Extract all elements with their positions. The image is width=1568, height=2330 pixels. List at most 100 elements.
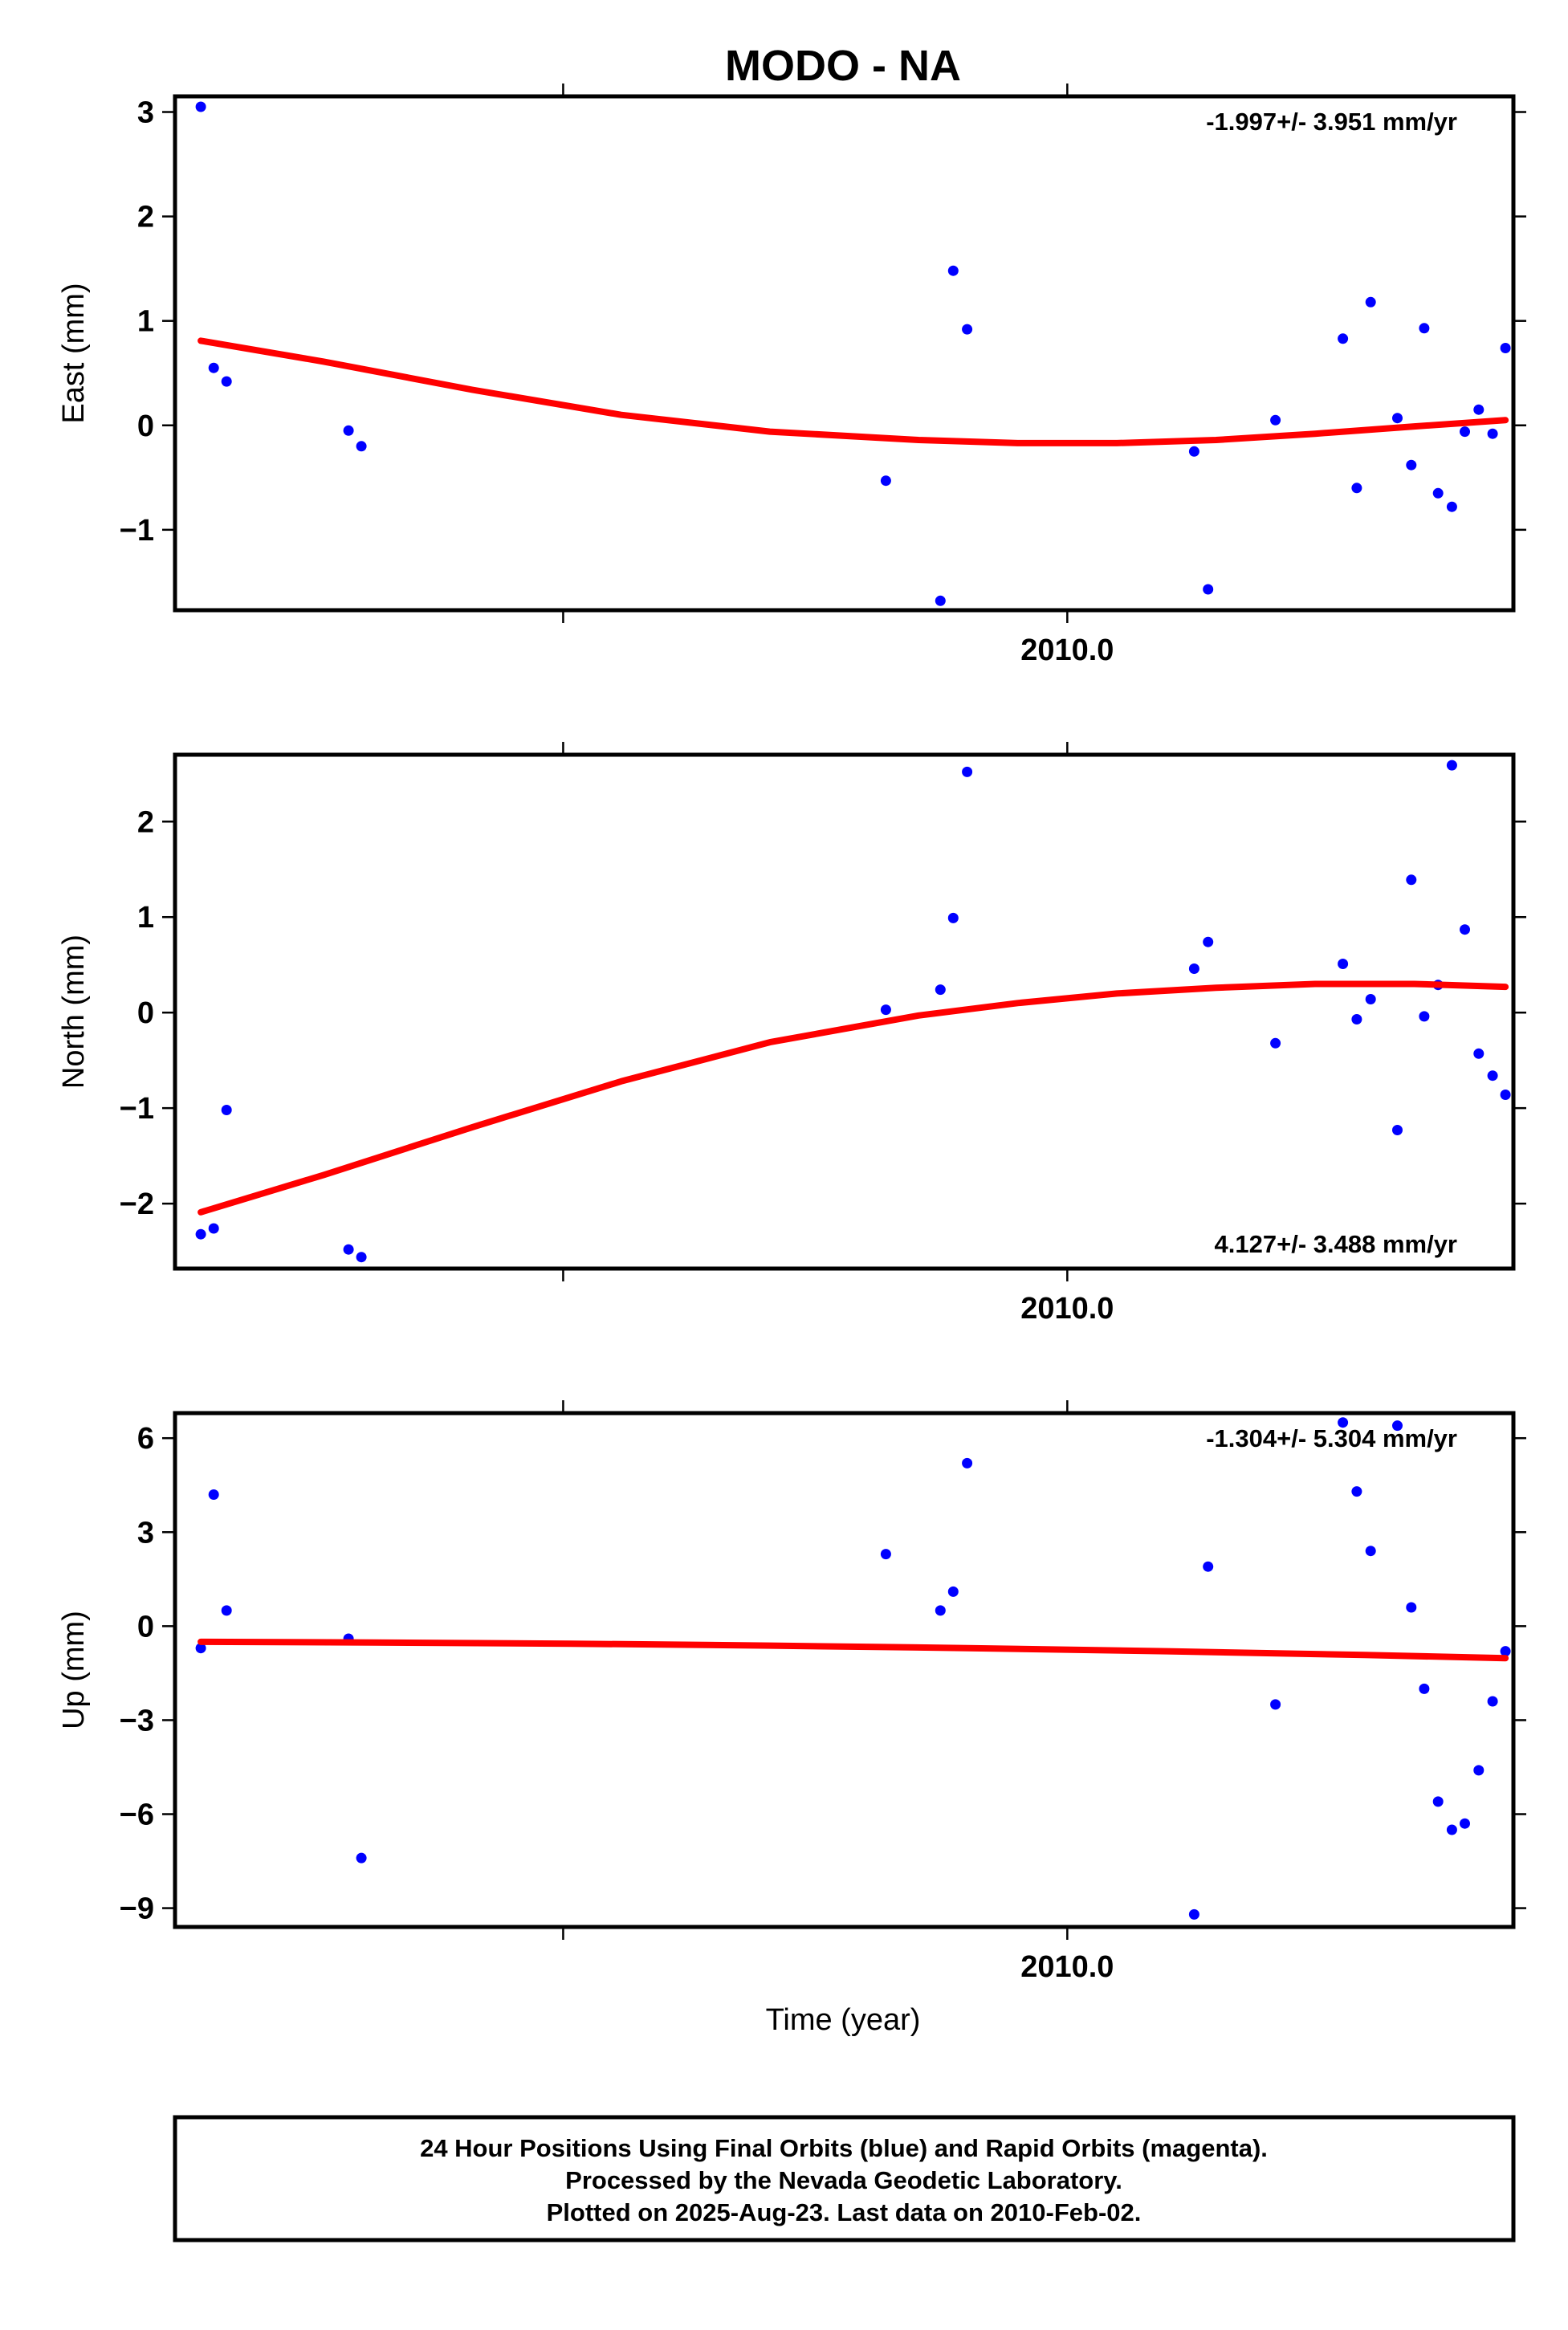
east-y-tick-label: −1	[120, 514, 154, 548]
north-y-tick-label: 0	[137, 996, 154, 1030]
up-data-point	[935, 1605, 946, 1616]
east-data-point	[1419, 323, 1430, 334]
up-y-tick-label: 0	[137, 1610, 154, 1644]
east-rate-label: -1.997+/- 3.951 mm/yr	[1206, 108, 1457, 136]
north-y-tick-label: 1	[137, 901, 154, 935]
up-rate-label: -1.304+/- 5.304 mm/yr	[1206, 1424, 1457, 1452]
north-y-axis-title: North (mm)	[57, 935, 91, 1089]
north-data-point	[1500, 1090, 1511, 1100]
north-data-point	[1392, 1125, 1403, 1135]
east-points	[195, 101, 1511, 606]
up-trend-line	[198, 1638, 1509, 1662]
east-data-point	[1338, 333, 1349, 344]
east-panel: 3 2 1 0 −1 2010.0 East (mm) -1.997+/- 3.951 mm/…	[57, 84, 1526, 667]
north-plot-frame	[173, 752, 1516, 1271]
east-data-point	[1446, 501, 1457, 512]
up-y-tick-label: −9	[120, 1892, 154, 1926]
up-y-tick-label: −3	[120, 1704, 154, 1737]
north-data-point	[1365, 994, 1376, 1004]
east-data-point	[1188, 446, 1199, 457]
north-data-point	[1270, 1037, 1281, 1049]
up-y-tick-label: −6	[120, 1798, 154, 1832]
north-data-point	[1203, 936, 1214, 947]
north-x-tick-label: 2010.0	[1020, 1292, 1114, 1326]
up-data-point	[1432, 1796, 1444, 1807]
north-data-point	[880, 1004, 891, 1016]
footer-line-2: Processed by the Nevada Geodetic Laborat…	[565, 2166, 1122, 2194]
east-trend-line	[198, 337, 1509, 446]
north-data-point	[1460, 924, 1470, 935]
east-data-point	[208, 362, 219, 373]
north-data-point	[195, 1228, 206, 1240]
north-data-point	[221, 1105, 232, 1115]
east-data-point	[1203, 584, 1214, 595]
north-y-tick-label: 2	[137, 805, 154, 839]
north-data-point	[1487, 1070, 1498, 1081]
north-data-point	[1419, 1011, 1430, 1022]
east-data-point	[1351, 483, 1362, 494]
up-points	[195, 1417, 1511, 1920]
up-data-point	[1500, 1646, 1511, 1657]
chart-title: MODO - NA	[725, 42, 961, 90]
north-panel: 2 1 0 −1 −2 2010.0 North (mm) 4.127+/- 3.488 mm…	[57, 742, 1526, 1326]
east-data-point	[1406, 459, 1417, 470]
up-data-point	[1473, 1765, 1485, 1776]
east-data-point	[195, 101, 206, 112]
north-data-point	[947, 912, 959, 923]
up-data-point	[1203, 1561, 1214, 1572]
up-y-axis-title: Up (mm)	[57, 1611, 91, 1729]
north-y-tick-label: −1	[120, 1092, 154, 1126]
up-data-point	[356, 1852, 367, 1864]
up-data-point	[1460, 1818, 1470, 1829]
up-data-point	[1487, 1696, 1498, 1707]
up-data-point	[947, 1586, 959, 1597]
east-data-point	[947, 265, 959, 276]
up-x-tick-label: 2010.0	[1020, 1950, 1114, 1984]
east-y-tick-label: 1	[137, 305, 154, 339]
north-data-point	[1473, 1048, 1485, 1059]
up-data-point	[1392, 1420, 1403, 1432]
east-data-point	[356, 441, 367, 452]
north-data-point	[356, 1252, 367, 1263]
up-data-point	[1419, 1683, 1430, 1694]
north-data-point	[343, 1244, 354, 1255]
up-data-point	[221, 1605, 232, 1616]
east-data-point	[1487, 428, 1498, 439]
east-data-point	[1392, 413, 1403, 424]
up-data-point	[1338, 1417, 1349, 1428]
up-data-point	[1365, 1546, 1376, 1557]
east-data-point	[221, 376, 232, 387]
up-data-point	[880, 1549, 891, 1560]
north-data-point	[1188, 963, 1199, 974]
up-y-tick-label: 3	[137, 1516, 154, 1550]
east-y-tick-label: 2	[137, 201, 154, 234]
up-data-point	[208, 1489, 219, 1500]
east-data-point	[962, 324, 973, 335]
east-data-point	[343, 425, 354, 436]
north-data-point	[962, 766, 973, 777]
east-data-point	[935, 595, 946, 606]
east-y-tick-label: 0	[137, 409, 154, 443]
north-data-point	[208, 1223, 219, 1234]
up-data-point	[1351, 1486, 1362, 1497]
east-data-point	[1432, 487, 1444, 499]
north-data-point	[1338, 959, 1349, 969]
east-y-axis-title: East (mm)	[57, 283, 91, 423]
east-data-point	[1460, 426, 1470, 438]
up-plot-frame	[173, 1411, 1516, 1929]
east-data-point	[880, 475, 891, 487]
up-y-tick-label: 6	[137, 1422, 154, 1456]
east-data-point	[1473, 404, 1485, 415]
up-data-point	[1406, 1602, 1417, 1613]
up-panel: 6 3 0 −3 −6 −9 2010.0 Up (mm) -1.304+/- 5.304 mm…	[57, 1400, 1526, 1984]
east-data-point	[1500, 343, 1511, 353]
east-data-point	[1270, 414, 1281, 426]
north-trend-line	[198, 980, 1509, 1216]
footer-line-1: 24 Hour Positions Using Final Orbits (bl…	[420, 2134, 1268, 2162]
north-y-tick-label: −2	[120, 1187, 154, 1221]
east-y-tick-label: 3	[137, 96, 154, 130]
east-data-point	[1365, 296, 1376, 308]
footer-legend: 24 Hour Positions Using Final Orbits (bl…	[173, 2115, 1516, 2242]
footer-line-3: Plotted on 2025-Aug-23. Last data on 201…	[547, 2198, 1142, 2226]
